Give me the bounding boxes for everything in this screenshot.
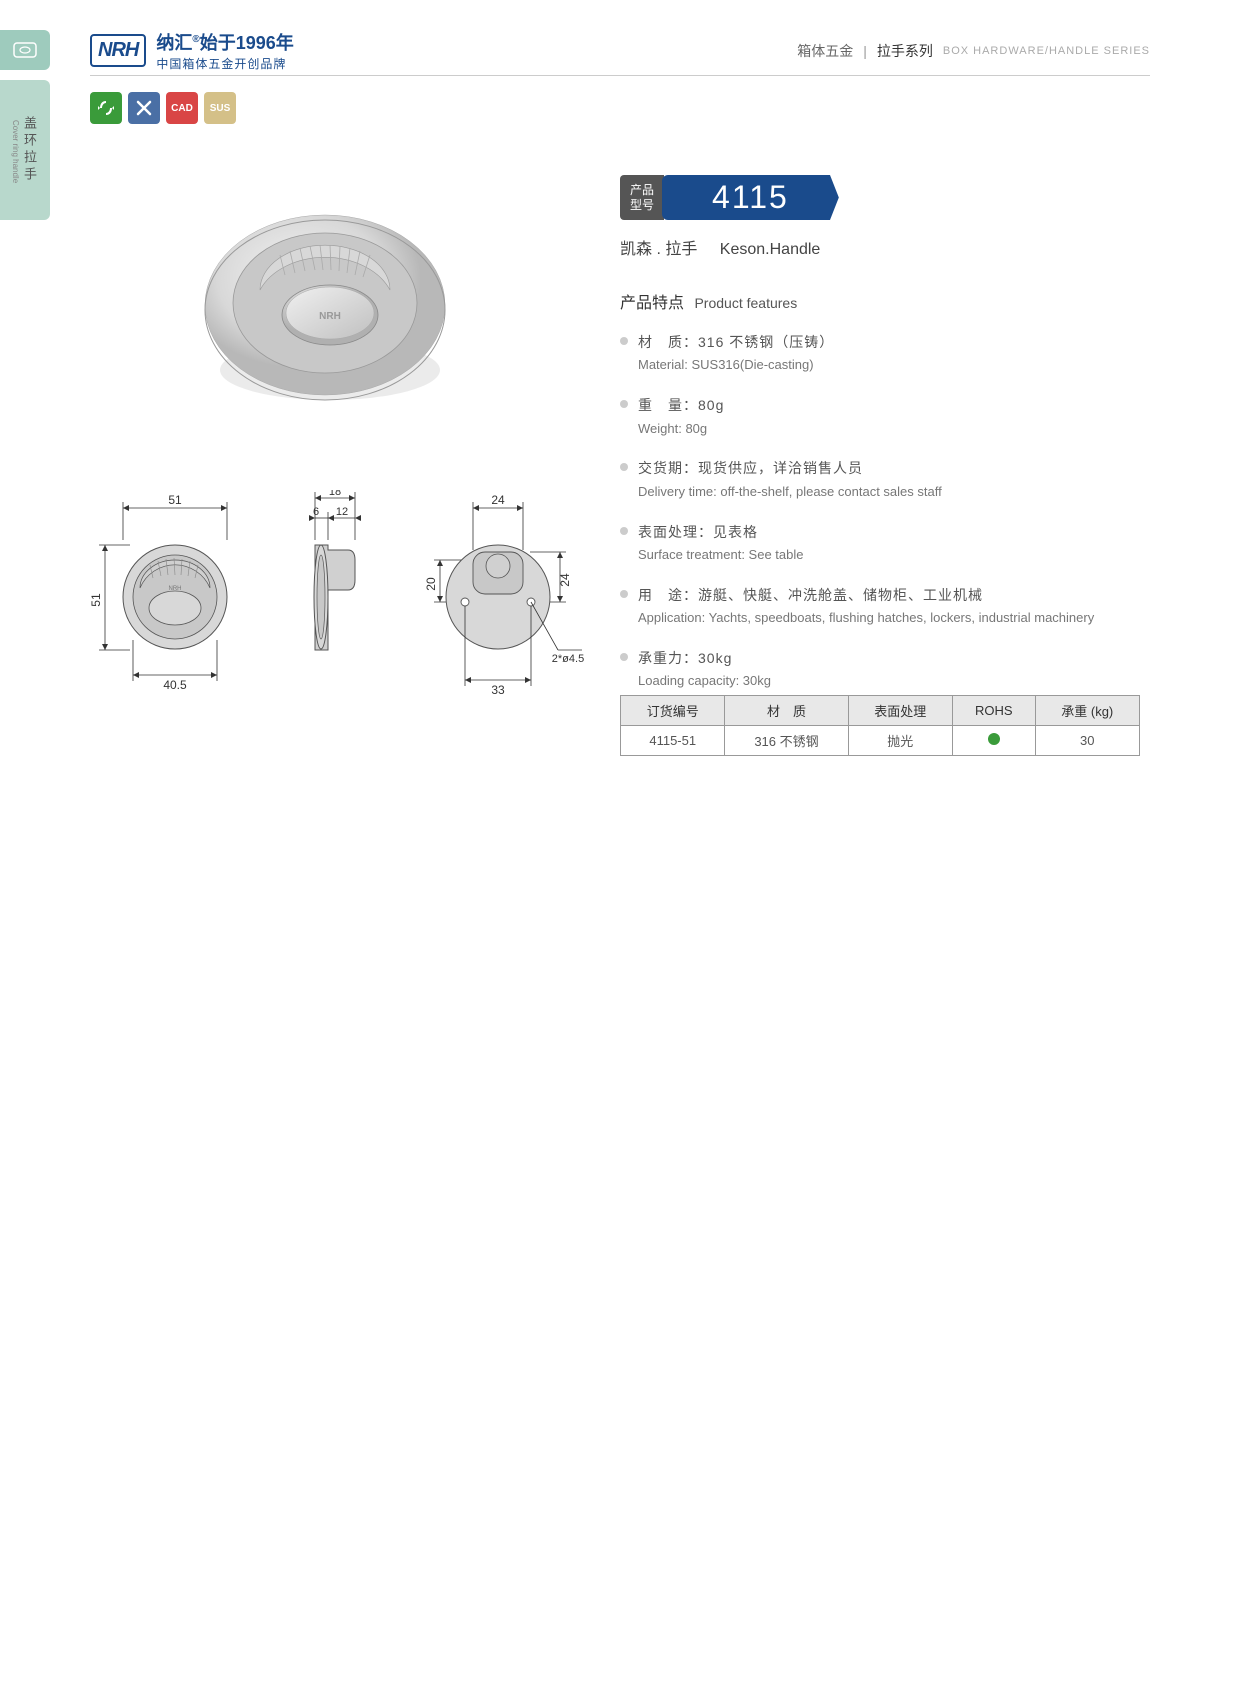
spec-cell: 4115-51 xyxy=(621,726,725,756)
sub-cn: 凯森 . 拉手 xyxy=(620,241,697,258)
logo: NRH xyxy=(90,34,146,67)
feature-cn: 材 质：316 不锈钢（压铸） xyxy=(638,331,1150,353)
header-en: BOX HARDWARE/HANDLE SERIES xyxy=(943,45,1150,57)
feature-item: 表面处理：见表格Surface treatment: See table xyxy=(620,521,1150,566)
drawing-side: 18 6 12 xyxy=(280,490,390,720)
badge-eco-icon xyxy=(90,92,122,124)
badge-sus-icon: SUS xyxy=(204,92,236,124)
side-tab-en: Cover ring handle xyxy=(11,120,20,183)
feature-cn: 表面处理：见表格 xyxy=(638,521,1150,543)
features-list: 材 质：316 不锈钢（压铸）Material: SUS316(Die-cast… xyxy=(620,331,1150,692)
feature-cn: 承重力：30kg xyxy=(638,647,1150,669)
dim-24-right: 24 xyxy=(558,573,572,587)
brand-cn: 纳汇 xyxy=(156,33,192,53)
logo-text: NRH xyxy=(98,39,138,61)
product-photo: NRH xyxy=(150,170,500,450)
model-label-l2: 型号 xyxy=(630,198,654,212)
feature-item: 材 质：316 不锈钢（压铸）Material: SUS316(Die-cast… xyxy=(620,331,1150,376)
feature-item: 用 途：游艇、快艇、冲洗舱盖、储物柜、工业机械Application: Yach… xyxy=(620,584,1150,629)
drawing-back: 24 20 24 2*ø4.5 33 xyxy=(410,490,590,720)
features-title: 产品特点 Product features xyxy=(620,289,1150,313)
spec-cell: 30 xyxy=(1035,726,1139,756)
model-number: 4115 xyxy=(662,175,839,220)
feature-en: Loading capacity: 30kg xyxy=(638,671,1150,692)
feature-cn: 用 途：游艇、快艇、冲洗舱盖、储物柜、工业机械 xyxy=(638,584,1150,606)
spec-cell: 抛光 xyxy=(848,726,952,756)
page-header: NRH 纳汇®始于1996年 中国箱体五金开创品牌 箱体五金 | 拉手系列 BO… xyxy=(90,26,1150,76)
dim-6: 6 xyxy=(313,506,319,518)
brand-tagline: 中国箱体五金开创品牌 xyxy=(156,55,293,72)
header-cat1: 箱体五金 xyxy=(797,41,853,61)
badge-tools-icon xyxy=(128,92,160,124)
features-title-en: Product features xyxy=(694,295,797,311)
feature-item: 承重力：30kgLoading capacity: 30kg xyxy=(620,647,1150,692)
feature-item: 重 量：80g Weight: 80g xyxy=(620,394,1150,439)
spec-header: ROHS xyxy=(952,696,1035,726)
spec-cell xyxy=(952,726,1035,756)
product-info: 产品 型号 4115 凯森 . 拉手 Keson.Handle 产品特点 Pro… xyxy=(620,175,1150,710)
feature-en: Material: SUS316(Die-casting) xyxy=(638,355,1150,376)
feature-cn: 交货期：现货供应，详洽销售人员 xyxy=(638,457,1150,479)
model-label-l1: 产品 xyxy=(630,183,654,197)
spec-header: 承重 (kg) xyxy=(1035,696,1139,726)
feature-en: Application: Yachts, speedboats, flushin… xyxy=(638,608,1150,629)
dim-40-5: 40.5 xyxy=(163,678,187,692)
spec-table: 订货编号材 质表面处理ROHS承重 (kg) 4115-51316 不锈钢抛光 3… xyxy=(620,695,1140,756)
spec-cell: 316 不锈钢 xyxy=(725,726,848,756)
feature-en: Surface treatment: See table xyxy=(638,545,1150,566)
drawing-front: 51 51 NRH 40.5 xyxy=(90,490,260,720)
feature-item: 交货期：现货供应，详洽销售人员 Delivery time: off-the-sh… xyxy=(620,457,1150,502)
feature-en: Delivery time: off-the-shelf, please con… xyxy=(638,482,1150,503)
side-tab-cn: 盖环拉手 xyxy=(20,116,39,184)
side-tab-label: 盖环拉手 Cover ring handle xyxy=(0,80,50,220)
dim-51-left: 51 xyxy=(90,593,103,607)
dim-20: 20 xyxy=(424,577,438,591)
cert-badges: CAD SUS xyxy=(90,92,236,124)
model-subtitle: 凯森 . 拉手 Keson.Handle xyxy=(620,235,1150,259)
svg-text:NRH: NRH xyxy=(169,586,182,592)
side-tab-icon xyxy=(0,30,50,70)
technical-drawings: 51 51 NRH 40.5 18 6 12 xyxy=(80,475,600,735)
spec-header: 材 质 xyxy=(725,696,848,726)
rohs-dot-icon xyxy=(988,733,1000,745)
svg-text:NRH: NRH xyxy=(319,311,341,322)
brand-reg: ® xyxy=(192,34,199,45)
dim-24-top: 24 xyxy=(491,493,505,507)
spec-header: 订货编号 xyxy=(621,696,725,726)
header-right: 箱体五金 | 拉手系列 BOX HARDWARE/HANDLE SERIES xyxy=(797,41,1150,61)
features-title-cn: 产品特点 xyxy=(620,295,684,312)
model-label: 产品 型号 xyxy=(620,175,664,220)
model-row: 产品 型号 4115 xyxy=(620,175,1150,220)
dim-51-top: 51 xyxy=(168,493,182,507)
sub-en: Keson.Handle xyxy=(720,241,821,258)
brand-text: 纳汇®始于1996年 中国箱体五金开创品牌 xyxy=(156,29,293,72)
dim-33: 33 xyxy=(491,683,505,697)
badge-cad-icon: CAD xyxy=(166,92,198,124)
brand-year: 始于1996年 xyxy=(200,33,294,53)
spec-header: 表面处理 xyxy=(848,696,952,726)
header-cat2: 拉手系列 xyxy=(877,41,933,61)
feature-cn: 重 量：80g xyxy=(638,394,1150,416)
dim-holes: 2*ø4.5 xyxy=(552,653,584,665)
feature-en: Weight: 80g xyxy=(638,419,1150,440)
dim-12: 12 xyxy=(336,506,348,518)
dim-18: 18 xyxy=(329,490,341,498)
